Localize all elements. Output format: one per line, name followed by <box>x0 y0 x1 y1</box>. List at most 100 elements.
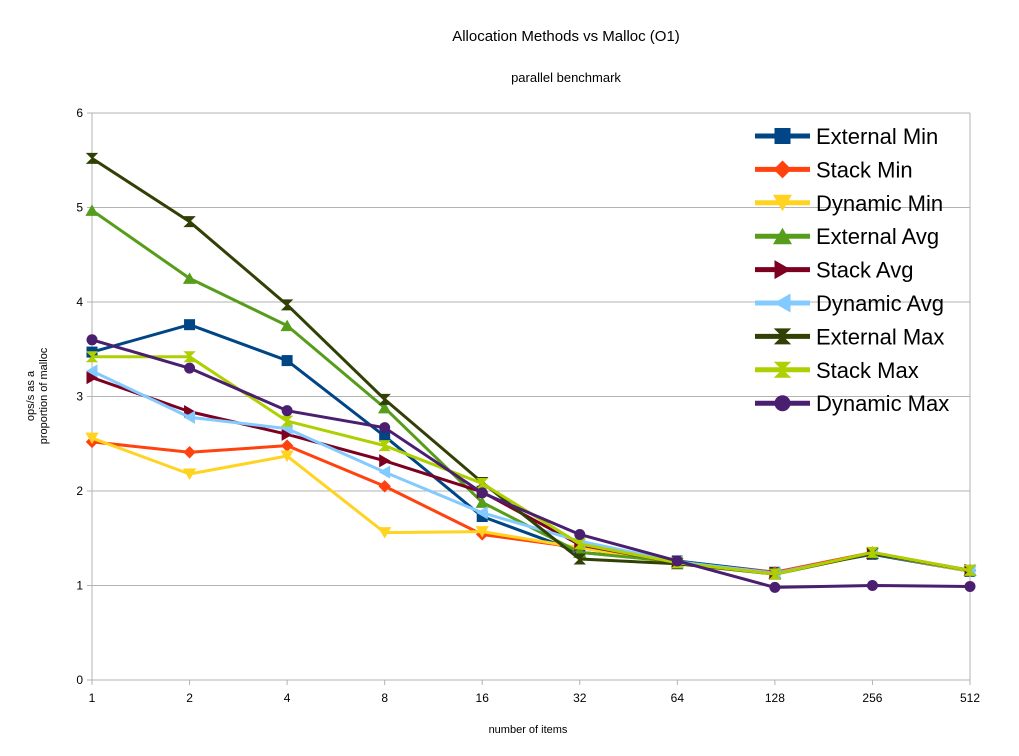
chart-subtitle: parallel benchmark <box>511 70 621 85</box>
data-point-stack-max <box>866 546 879 558</box>
legend-label: Stack Min <box>816 157 913 182</box>
series-group <box>85 152 977 593</box>
data-point-dynamic-max <box>769 581 781 593</box>
data-point-external-avg <box>378 401 392 414</box>
data-point-stack-min <box>378 480 391 493</box>
data-point-dynamic-max <box>574 528 586 540</box>
y-axis-label-line-2: proportion of malloc <box>38 347 50 444</box>
series-line-dynamic-max <box>91 338 971 589</box>
legend-label: Dynamic Min <box>816 191 943 216</box>
series-line-dynamic-min <box>91 436 971 576</box>
x-axis-ticks: 1 2 4 8 16 32 64 128 256 512 <box>89 680 980 705</box>
legend-marker <box>773 160 792 179</box>
legend-marker <box>773 194 792 212</box>
y-tick-label: 0 <box>76 673 83 687</box>
data-point-external-max <box>183 216 196 228</box>
y-tick-label: 3 <box>76 390 83 404</box>
series-stack-max <box>85 351 977 580</box>
series-line-stack-min <box>91 440 971 574</box>
data-point-external-min <box>184 319 196 331</box>
data-point-stack-max <box>280 415 294 427</box>
legend-label: External Max <box>816 324 944 349</box>
legend-label: Dynamic Max <box>816 391 949 416</box>
data-point-external-max <box>85 152 99 164</box>
legend-item-external-min: External Min <box>755 124 938 149</box>
chart-title: Allocation Methods vs Malloc (O1) <box>452 28 680 45</box>
legend: External Min Stack Min Dynamic Min External… <box>755 124 949 416</box>
data-point-external-avg <box>475 496 489 508</box>
x-tick-label: 1 <box>89 691 96 705</box>
x-tick-label: 32 <box>573 691 587 705</box>
legend-marker <box>774 260 792 280</box>
legend-item-dynamic-avg: Dynamic Avg <box>755 291 944 316</box>
series-dynamic-max <box>86 334 976 593</box>
data-point-dynamic-min <box>85 432 99 445</box>
data-point-stack-min <box>280 439 294 452</box>
data-point-external-max <box>280 299 294 311</box>
data-point-dynamic-max <box>866 580 878 591</box>
x-tick-label: 2 <box>186 691 193 705</box>
x-tick-label: 8 <box>381 691 388 705</box>
data-point-dynamic-max <box>86 334 98 346</box>
data-point-dynamic-max <box>379 422 391 434</box>
x-tick-label: 128 <box>765 691 785 705</box>
y-axis-ticks: 0 1 2 3 4 5 6 <box>76 106 92 687</box>
data-point-dynamic-min <box>280 450 294 463</box>
legend-item-stack-avg: Stack Avg <box>755 258 913 283</box>
series-stack-min <box>85 435 977 579</box>
data-point-dynamic-max <box>184 362 196 374</box>
data-point-stack-max <box>85 351 99 363</box>
legend-marker <box>773 328 792 345</box>
legend-marker <box>773 227 792 245</box>
y-tick-label: 5 <box>76 201 83 215</box>
legend-marker <box>774 395 791 412</box>
x-tick-label: 16 <box>476 691 490 705</box>
data-point-dynamic-max <box>476 487 488 499</box>
y-axis-label-line-1: ops/s as a <box>25 370 37 421</box>
data-point-stack-max <box>183 351 196 363</box>
legend-item-dynamic-min: Dynamic Min <box>755 191 943 216</box>
legend-item-external-max: External Max <box>755 324 944 349</box>
data-point-dynamic-min <box>378 527 392 539</box>
data-point-dynamic-max <box>964 580 976 592</box>
legend-label: Dynamic Avg <box>816 291 944 316</box>
data-point-external-max <box>573 553 586 565</box>
x-tick-label: 256 <box>862 691 882 705</box>
legend-label: Stack Max <box>816 358 919 383</box>
data-point-stack-max <box>476 477 489 489</box>
legend-item-stack-max: Stack Max <box>755 358 919 383</box>
y-tick-label: 6 <box>76 106 83 120</box>
data-point-dynamic-avg <box>183 410 196 424</box>
data-point-stack-avg <box>86 370 99 385</box>
data-point-dynamic-min <box>475 526 489 538</box>
y-tick-label: 2 <box>76 484 83 498</box>
legend-label: External Min <box>816 124 938 149</box>
data-point-stack-max <box>963 564 977 576</box>
data-point-stack-max <box>768 568 782 580</box>
x-tick-label: 4 <box>284 691 291 705</box>
legend-label: External Avg <box>816 224 939 249</box>
legend-label: Stack Avg <box>816 258 913 283</box>
data-point-stack-min <box>183 446 196 459</box>
legend-marker <box>774 128 791 144</box>
y-tick-label: 4 <box>76 295 83 309</box>
data-point-external-avg <box>182 272 197 284</box>
data-point-external-min <box>281 355 293 367</box>
legend-item-dynamic-max: Dynamic Max <box>755 391 949 416</box>
legend-item-stack-min: Stack Min <box>755 157 913 182</box>
data-point-stack-max <box>378 440 391 452</box>
data-point-dynamic-avg <box>85 364 98 378</box>
data-point-stack-avg <box>379 454 391 468</box>
x-axis-label: number of items <box>489 724 568 736</box>
x-tick-label: 512 <box>960 691 980 705</box>
data-point-dynamic-avg <box>378 465 391 479</box>
data-point-stack-max <box>573 538 586 550</box>
legend-marker <box>773 293 791 313</box>
legend-marker <box>773 361 792 378</box>
data-point-external-avg <box>280 319 294 332</box>
data-point-external-avg <box>85 204 99 216</box>
data-point-dynamic-avg <box>476 506 488 520</box>
data-point-dynamic-min <box>182 468 197 480</box>
y-tick-label: 1 <box>76 579 83 593</box>
